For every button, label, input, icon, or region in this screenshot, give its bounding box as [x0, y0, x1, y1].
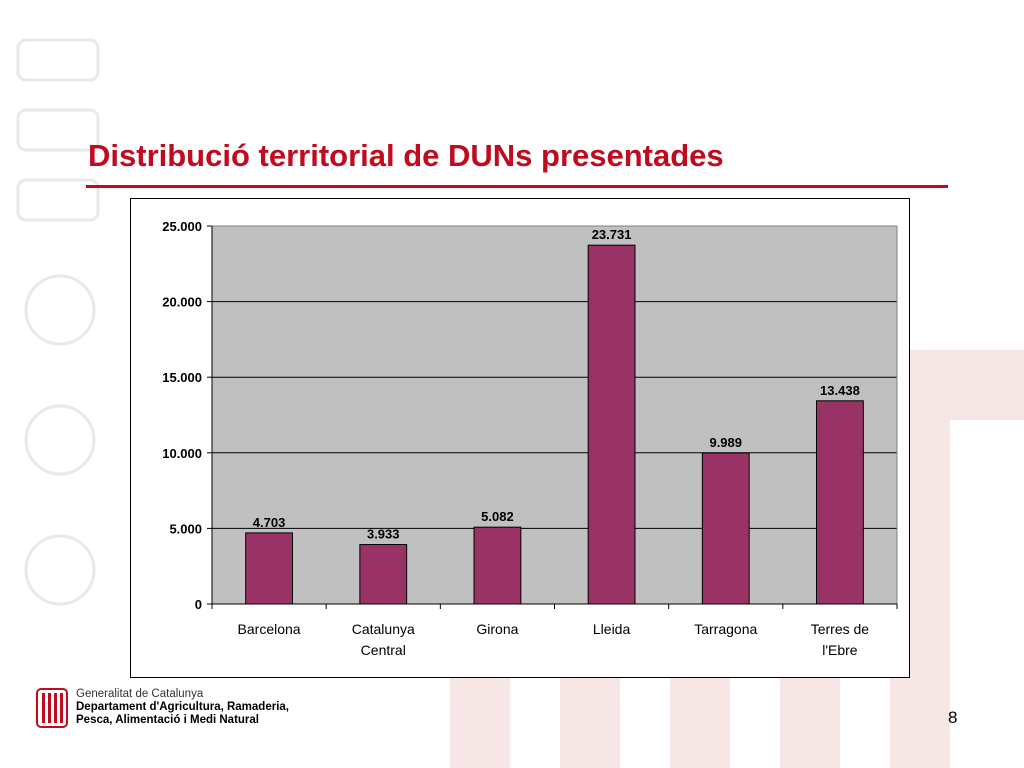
bar-chart: 0 5.000 10.000 15.000 20.000 25.000 4.703 Barce… [162, 219, 898, 658]
bar-value-label: 4.703 [253, 515, 286, 530]
bar-value-label: 13.438 [820, 383, 860, 398]
x-category-label: Lleida [593, 621, 631, 637]
bar [473, 526, 522, 605]
generalitat-logo-icon [36, 688, 68, 728]
bar-value-label: 5.082 [481, 509, 514, 524]
bar [359, 544, 408, 605]
bar-value-label: 23.731 [592, 227, 632, 242]
bar [245, 532, 293, 605]
title-underline [86, 185, 948, 188]
y-tick-label: 20.000 [162, 295, 202, 310]
chart-frame: 0 5.000 10.000 15.000 20.000 25.000 4.703 Barce… [130, 198, 910, 678]
x-category-label-line: Barcelona [238, 621, 301, 637]
footer-org-line1: Generalitat de Catalunya [76, 688, 204, 700]
x-category-label: Girona [476, 621, 518, 637]
y-tick-label: 15.000 [162, 370, 202, 385]
page-number: 8 [948, 708, 958, 727]
watermark-left-decoration [16, 38, 100, 606]
footer-org-line2: Departament d'Agricultura, Ramaderia, [76, 701, 289, 713]
x-category-label: Barcelona [238, 621, 301, 637]
x-category-label-line: Terres de [811, 621, 870, 637]
x-category-label: Terres de l'Ebre [811, 621, 870, 658]
bar [816, 400, 864, 605]
x-category-label: Tarragona [694, 621, 757, 637]
y-tick-label: 0 [195, 597, 202, 612]
x-category-label-line: Catalunya [352, 621, 415, 637]
x-category-label: Catalunya Central [352, 621, 415, 658]
plot-area [212, 226, 897, 604]
y-tick-label: 5.000 [169, 521, 202, 536]
footer-org-line3: Pesca, Alimentació i Medi Natural [76, 714, 259, 726]
y-tick-label: 25.000 [162, 219, 202, 234]
slide-title: Distribució territorial de DUNs presenta… [88, 138, 724, 173]
bar [701, 452, 750, 605]
bar [587, 244, 636, 605]
bar-value-label: 3.933 [367, 527, 400, 542]
bar-value-label: 9.989 [709, 435, 742, 450]
x-category-label-line: Tarragona [694, 621, 757, 637]
x-category-label-line: Lleida [593, 621, 631, 637]
x-category-label-line: l'Ebre [822, 642, 858, 658]
x-category-label-line: Girona [476, 621, 518, 637]
footer-organization: Generalitat de Catalunya Departament d'A… [76, 688, 289, 727]
y-tick-label: 10.000 [162, 446, 202, 461]
x-category-label-line: Central [361, 642, 406, 658]
